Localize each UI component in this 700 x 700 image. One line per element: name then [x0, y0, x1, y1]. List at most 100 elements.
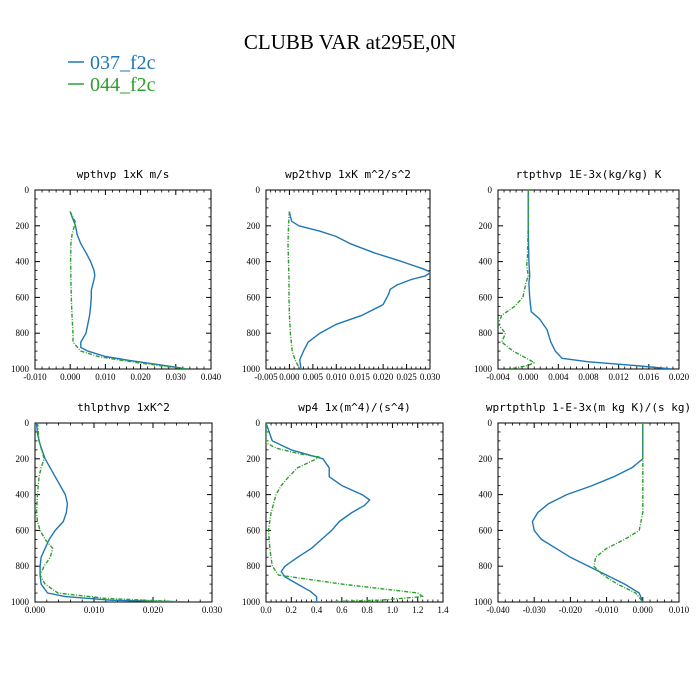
x-tick-label: 0.040 — [201, 372, 222, 382]
x-tick-label: 0.025 — [396, 372, 417, 382]
legend-label-037: 037_f2c — [90, 52, 156, 74]
y-tick-label: 1000 — [474, 364, 493, 374]
series-line-037-f2c — [527, 190, 672, 369]
series-line-037-f2c — [531, 423, 644, 602]
x-tick-label: 0.005 — [303, 372, 324, 382]
y-tick-label: 600 — [479, 525, 493, 535]
panel-5: wp4 1x(m^4)/(s^4) 0.0 0.2 0.4 0.6 0.8 1.0 1.2 1.… — [242, 401, 449, 615]
plot-frame — [497, 422, 680, 603]
y-tick-label: 800 — [479, 561, 493, 571]
x-tick-label: 0.000 — [25, 605, 46, 615]
x-tick-label: 0.020 — [130, 372, 151, 382]
panel-title: rtpthvp 1E-3x(kg/kg) K — [516, 168, 662, 181]
y-tick-label: 800 — [16, 561, 30, 571]
y-tick-label: 0 — [488, 185, 493, 195]
y-tick-label: 600 — [247, 525, 261, 535]
x-tick-label: 0.008 — [578, 372, 599, 382]
series-line-037-f2c — [35, 423, 187, 602]
y-tick-label: 0 — [256, 185, 261, 195]
x-tick-label: 0.010 — [95, 372, 116, 382]
y-tick-label: 1000 — [242, 597, 261, 607]
figure-title: CLUBB VAR at295E,0N — [244, 30, 456, 54]
y-tick-label: 200 — [247, 221, 261, 231]
x-tick-label: 0.2 — [286, 605, 297, 615]
panel-title: wp2thvp 1xK m^2/s^2 — [285, 168, 411, 181]
panel-grid: wpthvp 1xK m/s-0.010 0.000 0.010 0.020 0.030… — [11, 168, 691, 615]
x-tick-label: 0.010 — [669, 605, 690, 615]
x-tick-label: 0.030 — [420, 372, 441, 382]
x-tick-label: 0.015 — [350, 372, 371, 382]
panel-title: thlpthvp 1xK^2 — [77, 401, 170, 414]
y-tick-label: 200 — [479, 454, 493, 464]
y-tick-label: 200 — [16, 454, 30, 464]
y-tick-label: 800 — [247, 561, 261, 571]
x-tick-label: 0.8 — [362, 605, 374, 615]
panel-3: rtpthvp 1E-3x(kg/kg) K -0.004 0.000 0.004 0.… — [474, 168, 690, 382]
series-line-037-f2c — [288, 211, 430, 369]
plot-frame — [34, 189, 212, 370]
series-line-044-f2c — [69, 211, 187, 369]
legend-label-044: 044_f2c — [90, 74, 156, 96]
series-line-044-f2c — [287, 211, 301, 369]
series-line-037-f2c — [69, 211, 187, 369]
y-tick-label: 1000 — [474, 597, 493, 607]
x-tick-label: 0.4 — [311, 605, 323, 615]
x-tick-label: 0.030 — [166, 372, 187, 382]
series-line-044-f2c — [266, 423, 424, 602]
y-tick-label: 1000 — [242, 364, 261, 374]
panel-title: wprtpthlp 1-E-3x(m kg K)/(s kg) — [486, 401, 691, 414]
x-tick-label: 0.000 — [518, 372, 539, 382]
y-tick-label: 0 — [25, 418, 30, 428]
panel-6: wprtpthlp 1-E-3x(m kg K)/(s kg) -0.040 -0.… — [474, 401, 691, 615]
x-tick-label: 0.016 — [639, 372, 660, 382]
y-tick-label: 600 — [16, 292, 30, 302]
y-tick-label: 400 — [16, 257, 30, 267]
series-line-044-f2c — [35, 423, 187, 602]
x-tick-label: 0.000 — [279, 372, 300, 382]
x-tick-label: 0.020 — [669, 372, 690, 382]
x-tick-label: -0.004 — [486, 372, 510, 382]
series-line-037-f2c — [266, 423, 371, 602]
x-tick-label: 0.010 — [84, 605, 105, 615]
x-tick-label: 0.020 — [143, 605, 164, 615]
x-tick-label: 0.6 — [336, 605, 348, 615]
x-tick-label: 0.000 — [633, 605, 654, 615]
x-tick-label: 0.0 — [260, 605, 272, 615]
y-tick-label: 200 — [479, 221, 493, 231]
x-tick-label: -0.020 — [559, 605, 583, 615]
y-tick-label: 200 — [247, 454, 261, 464]
panel-title: wp4 1x(m^4)/(s^4) — [298, 401, 411, 414]
x-tick-label: 0.030 — [202, 605, 223, 615]
y-tick-label: 0 — [488, 418, 493, 428]
series-line-044-f2c — [593, 423, 644, 602]
y-tick-label: 0 — [256, 418, 261, 428]
panel-4: thlpthvp 1xK^2 0.000 0.010 0.020 0.030 0 200 40… — [11, 401, 223, 615]
y-tick-label: 600 — [479, 292, 493, 302]
y-tick-label: 800 — [247, 328, 261, 338]
y-tick-label: 800 — [479, 328, 493, 338]
y-tick-label: 600 — [16, 525, 30, 535]
x-tick-label: 0.020 — [373, 372, 394, 382]
x-tick-label: -0.010 — [595, 605, 619, 615]
x-tick-label: 1.4 — [437, 605, 449, 615]
x-tick-label: -0.010 — [23, 372, 47, 382]
x-tick-label: 0.004 — [548, 372, 569, 382]
panel-1: wpthvp 1xK m/s -0.010 0.000 0.010 0.020 0.030… — [11, 168, 222, 382]
plot-frame — [497, 189, 680, 370]
panel-2: wp2thvp 1xK m^2/s^2 -0.005 0.000 0.005 0.010… — [242, 168, 441, 382]
y-tick-label: 200 — [16, 221, 30, 231]
series-line-044-f2c — [498, 190, 535, 369]
plot-frame — [34, 422, 213, 603]
y-tick-label: 400 — [16, 490, 30, 500]
x-tick-label: 1.0 — [387, 605, 399, 615]
y-tick-label: 1000 — [11, 364, 30, 374]
x-tick-label: 0.000 — [60, 372, 81, 382]
x-tick-label: -0.030 — [523, 605, 547, 615]
panel-title: wpthvp 1xK m/s — [77, 168, 170, 181]
x-tick-label: -0.040 — [486, 605, 510, 615]
y-tick-label: 600 — [247, 292, 261, 302]
y-tick-label: 800 — [16, 328, 30, 338]
y-tick-label: 400 — [247, 490, 261, 500]
y-tick-label: 0 — [25, 185, 30, 195]
